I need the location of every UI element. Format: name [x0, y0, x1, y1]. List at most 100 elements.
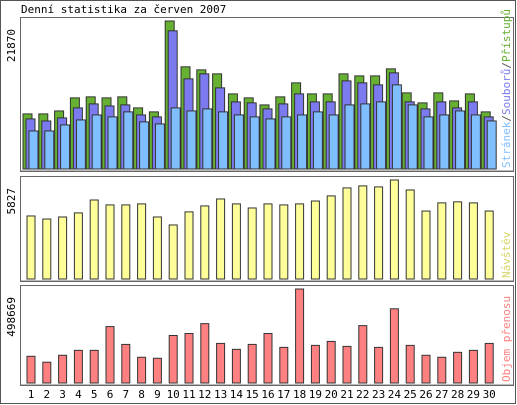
legend-separator: /	[500, 62, 513, 69]
x-tick-label: 15	[246, 388, 259, 401]
bar	[105, 326, 115, 384]
x-tick-label: 2	[43, 388, 50, 401]
bar	[421, 354, 431, 384]
bar	[137, 356, 147, 384]
bar	[263, 333, 273, 384]
bar	[26, 355, 36, 384]
bar	[281, 116, 292, 170]
bar	[407, 104, 418, 170]
bar	[484, 342, 494, 384]
bar	[184, 333, 194, 384]
bar	[439, 114, 450, 170]
bar	[437, 356, 447, 384]
bar	[391, 84, 402, 170]
bar	[455, 110, 466, 170]
x-tick-label: 13	[214, 388, 227, 401]
bar	[137, 203, 147, 280]
bar	[121, 204, 131, 280]
bar	[326, 340, 336, 384]
bar	[200, 205, 210, 280]
bar	[42, 218, 52, 280]
bar	[42, 361, 52, 384]
x-tick-label: 26	[419, 388, 432, 401]
bar	[295, 288, 305, 384]
x-tick-label: 18	[293, 388, 306, 401]
bar	[247, 207, 257, 280]
x-tick-label: 29	[467, 388, 480, 401]
bar	[279, 346, 289, 384]
bar	[265, 118, 276, 170]
bar	[168, 334, 178, 384]
bar	[389, 308, 399, 384]
x-tick-label: 4	[75, 388, 82, 401]
bar	[58, 216, 68, 280]
bar	[231, 203, 241, 280]
bar	[279, 204, 289, 280]
bar	[376, 101, 387, 170]
bar	[344, 104, 355, 170]
x-tick-label: 22	[356, 388, 369, 401]
bar	[310, 344, 320, 384]
x-tick-label: 3	[59, 388, 66, 401]
legend-entry: Přístupů	[500, 9, 513, 62]
bar	[326, 195, 336, 280]
bar	[28, 130, 39, 170]
y-tick-label: 498669	[5, 297, 18, 337]
bar	[26, 215, 36, 280]
bar	[358, 325, 368, 384]
bar	[453, 201, 463, 280]
x-tick-label: 5	[91, 388, 98, 401]
bar	[249, 116, 260, 170]
bar	[121, 343, 131, 384]
bar	[486, 120, 497, 170]
x-tick-label: 10	[167, 388, 180, 401]
legend-entry: Objem přenosu	[500, 296, 513, 382]
x-tick-label: 8	[138, 388, 145, 401]
bar	[58, 354, 68, 384]
bar	[233, 114, 244, 170]
bar	[170, 107, 181, 170]
bar	[186, 110, 197, 170]
bar	[437, 202, 447, 280]
x-tick-label: 21	[340, 388, 353, 401]
bar	[297, 114, 308, 170]
bar	[60, 124, 71, 170]
bar	[216, 198, 226, 280]
bar	[358, 185, 368, 280]
bar	[44, 130, 55, 170]
legend-entry: Souborů	[500, 69, 513, 115]
bar	[139, 121, 150, 170]
bar	[73, 212, 83, 280]
bar	[154, 123, 165, 170]
x-tick-label: 30	[483, 388, 496, 401]
x-tick-label: 7	[122, 388, 129, 401]
bar	[405, 344, 415, 384]
bar	[468, 202, 478, 280]
legend: Objem přenosu	[500, 296, 513, 382]
bar	[328, 114, 339, 170]
x-tick-label: 14	[230, 388, 244, 401]
legend: Stránek/Souborů/Přístupů	[500, 9, 513, 168]
bar	[89, 199, 99, 280]
bar	[216, 342, 226, 384]
x-tick-label: 19	[309, 388, 322, 401]
bar	[421, 210, 431, 280]
x-tick-label: 20	[325, 388, 338, 401]
bar	[405, 189, 415, 280]
bar	[360, 103, 371, 170]
bar	[310, 200, 320, 280]
x-tick-label: 1	[28, 388, 35, 401]
bar	[75, 119, 86, 170]
bar	[312, 111, 323, 170]
x-tick-label: 27	[435, 388, 448, 401]
bar	[342, 345, 352, 384]
bar	[342, 187, 352, 280]
bar	[200, 323, 210, 384]
bar	[168, 224, 178, 280]
bar	[91, 114, 102, 170]
bar	[202, 108, 213, 170]
bar	[263, 203, 273, 280]
bar	[295, 203, 305, 280]
chart-title: Denní statistika za červen 2007	[21, 3, 226, 16]
